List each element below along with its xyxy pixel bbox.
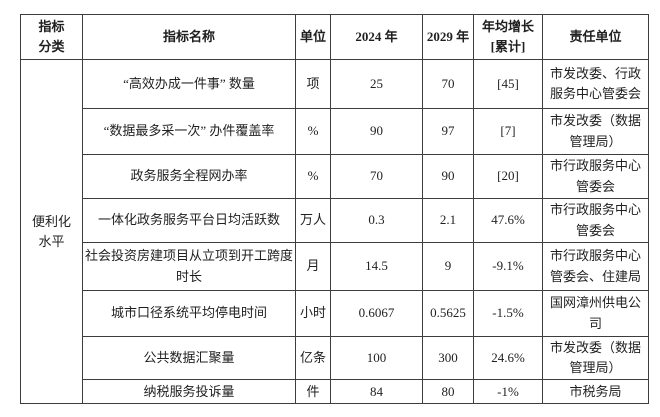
value-2024-cell: 14.5 (330, 242, 423, 291)
value-2024-cell: 0.3 (330, 198, 423, 243)
value-2029-cell: 97 (422, 108, 474, 155)
indicator-table: 指标 分类 指标名称 单位 2024 年 2029 年 年均增长 [累计] 责任… (20, 14, 649, 405)
responsible-unit-cell: 市发改委（数据管理局） (542, 335, 649, 381)
unit-cell: 亿条 (295, 335, 331, 381)
indicator-name-cell: 政务服务全程网办率 (82, 154, 296, 199)
responsible-unit-cell: 国网漳州供电公司 (542, 290, 649, 337)
growth-cell: [45] (473, 59, 543, 109)
indicator-name-cell: 公共数据汇聚量 (82, 335, 296, 381)
value-2024-cell: 0.6067 (330, 290, 423, 337)
responsible-unit-cell: 市发改委、行政服务中心管委会 (542, 59, 649, 109)
header-year-2024: 2024 年 (330, 14, 423, 60)
indicator-name-cell: 社会投资房建项目从立项到开工跨度时长 (82, 242, 296, 291)
table-row: 一体化政务服务平台日均活跃数 万人 0.3 2.1 47.6% 市行政服务中心管… (21, 198, 649, 243)
indicator-name-cell: “数据最多采一次” 办件覆盖率 (82, 108, 296, 155)
table-row: “数据最多采一次” 办件覆盖率 % 90 97 [7] 市发改委（数据管理局） (21, 108, 649, 155)
growth-cell: [20] (473, 154, 543, 199)
indicator-name-cell: 城市口径系统平均停电时间 (82, 290, 296, 337)
unit-cell: 小时 (295, 290, 331, 337)
value-2029-cell: 9 (422, 242, 474, 291)
growth-cell: -1% (473, 379, 543, 405)
unit-cell: 万人 (295, 198, 331, 243)
value-2024-cell: 84 (330, 379, 423, 405)
header-unit: 单位 (295, 14, 331, 60)
table-row: 城市口径系统平均停电时间 小时 0.6067 0.5625 -1.5% 国网漳州… (21, 290, 649, 337)
table-header-row: 指标 分类 指标名称 单位 2024 年 2029 年 年均增长 [累计] 责任… (20, 14, 649, 60)
unit-cell: 项 (295, 59, 331, 109)
unit-cell: % (295, 108, 331, 155)
unit-cell: % (295, 154, 331, 199)
value-2029-cell: 80 (422, 379, 474, 405)
value-2029-cell: 70 (422, 59, 474, 109)
unit-cell: 月 (295, 242, 331, 291)
indicator-name-cell: “高效办成一件事” 数量 (82, 59, 296, 109)
responsible-unit-cell: 市行政服务中心管委会 (542, 198, 649, 243)
growth-cell: -1.5% (473, 290, 543, 337)
value-2029-cell: 90 (422, 154, 474, 199)
indicator-name-cell: 一体化政务服务平台日均活跃数 (82, 198, 296, 243)
value-2024-cell: 25 (330, 59, 423, 109)
value-2029-cell: 0.5625 (422, 290, 474, 337)
header-responsible-unit: 责任单位 (542, 14, 649, 60)
value-2029-cell: 300 (422, 335, 474, 381)
table-row: 公共数据汇聚量 亿条 100 300 24.6% 市发改委（数据管理局） (21, 335, 649, 381)
header-annual-growth: 年均增长 [累计] (473, 14, 543, 60)
responsible-unit-cell: 市行政服务中心管委会 (542, 154, 649, 199)
header-indicator-category: 指标 分类 (20, 14, 83, 60)
growth-cell: [7] (473, 108, 543, 155)
table-row: 便利化 水平 “高效办成一件事” 数量 项 25 70 [45] 市发改委、行政… (20, 58, 649, 405)
header-indicator-name: 指标名称 (82, 14, 296, 60)
growth-cell: -9.1% (473, 242, 543, 291)
responsible-unit-cell: 市发改委（数据管理局） (542, 108, 649, 155)
table-row: 纳税服务投诉量 件 84 80 -1% 市税务局 (21, 379, 649, 405)
value-2024-cell: 90 (330, 108, 423, 155)
table-row: 政务服务全程网办率 % 70 90 [20] 市行政服务中心管委会 (21, 154, 649, 199)
category-cell-convenience-level: 便利化 水平 (20, 58, 83, 405)
header-year-2029: 2029 年 (422, 14, 474, 60)
growth-cell: 47.6% (473, 198, 543, 243)
responsible-unit-cell: 市行政服务中心管委会、住建局 (542, 242, 649, 291)
value-2024-cell: 70 (330, 154, 423, 199)
growth-cell: 24.6% (473, 335, 543, 381)
responsible-unit-cell: 市税务局 (542, 379, 649, 405)
value-2024-cell: 100 (330, 335, 423, 381)
table-row: 社会投资房建项目从立项到开工跨度时长 月 14.5 9 -9.1% 市行政服务中… (21, 242, 649, 291)
value-2029-cell: 2.1 (422, 198, 474, 243)
unit-cell: 件 (295, 379, 331, 405)
indicator-name-cell: 纳税服务投诉量 (82, 379, 296, 405)
